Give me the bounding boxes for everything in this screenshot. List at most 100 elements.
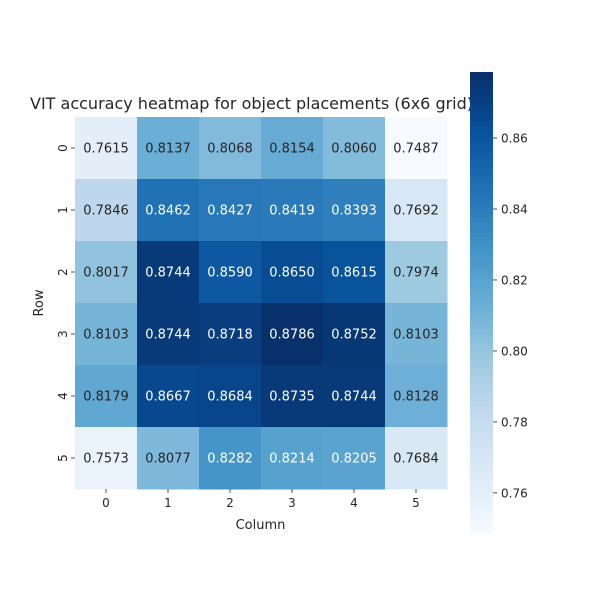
colorbar-gradient-segment xyxy=(470,429,493,434)
cell-value-label: 0.8103 xyxy=(83,328,129,343)
cell-value-label: 0.8744 xyxy=(331,390,377,405)
colorbar-gradient-segment xyxy=(470,352,493,357)
heatmap-cell xyxy=(261,241,324,304)
colorbar-gradient-segment xyxy=(470,91,493,96)
heatmap-cell xyxy=(199,179,262,242)
colorbar-gradient-segment xyxy=(470,294,493,300)
colorbar-gradient-segment xyxy=(470,183,493,188)
colorbar-gradient-segment xyxy=(470,463,493,469)
colorbar-gradient-segment xyxy=(470,517,493,523)
colorbar-gradient-segment xyxy=(470,221,493,227)
cell-value-label: 0.8786 xyxy=(269,328,315,343)
colorbar-gradient-segment xyxy=(470,371,493,377)
colorbar-gradient-segment xyxy=(470,198,493,204)
colorbar-gradient-segment xyxy=(470,317,493,323)
colorbar-gradient-segment xyxy=(470,387,493,392)
colorbar-gradient-segment xyxy=(470,310,493,315)
colorbar-gradient-segment xyxy=(470,337,493,342)
colorbar-gradient-segment xyxy=(470,302,493,307)
heatmap-cell xyxy=(137,117,200,180)
colorbar-gradient-segment xyxy=(470,398,493,403)
colorbar-gradient-segment xyxy=(470,471,493,476)
colorbar-gradient-segment xyxy=(470,433,493,438)
colorbar-gradient-segment xyxy=(470,448,493,453)
heatmap-cell xyxy=(199,303,262,366)
cell-value-label: 0.8462 xyxy=(145,204,191,219)
colorbar-gradient-segment xyxy=(470,513,493,519)
colorbar-gradient-segment xyxy=(470,114,493,119)
colorbar-gradient-segment xyxy=(470,402,493,407)
heatmap-cell xyxy=(261,365,324,428)
colorbar-gradient-segment xyxy=(470,425,493,430)
heatmap-cell xyxy=(385,303,448,366)
colorbar-gradient-segment xyxy=(470,75,493,81)
heatmap-cell xyxy=(199,117,262,180)
colorbar-gradient-segment xyxy=(470,367,493,373)
heatmap-cell xyxy=(137,303,200,366)
colorbar-gradient-segment xyxy=(470,95,493,100)
colorbar-gradient-segment xyxy=(470,486,493,492)
colorbar-gradient-segment xyxy=(470,467,493,473)
colorbar-gradient-segment xyxy=(470,483,493,488)
cell-value-label: 0.8667 xyxy=(145,390,191,405)
colorbar-gradient-segment xyxy=(470,456,493,461)
colorbar-gradient-segment xyxy=(470,233,493,238)
cell-value-label: 0.7615 xyxy=(83,142,129,157)
heatmap-cell xyxy=(75,303,138,366)
colorbar-gradient-segment xyxy=(470,271,493,277)
cell-value-label: 0.8744 xyxy=(145,328,191,343)
x-tick-label: 5 xyxy=(412,496,420,510)
colorbar-gradient-segment xyxy=(470,452,493,457)
colorbar-gradient-segment xyxy=(470,325,493,330)
colorbar-gradient-segment xyxy=(470,390,493,396)
colorbar-gradient-segment xyxy=(470,394,493,400)
colorbar-tick-label: 0.78 xyxy=(501,415,528,429)
colorbar-tick-label: 0.86 xyxy=(501,132,528,146)
colorbar-gradient-segment xyxy=(470,494,493,500)
colorbar-gradient-segment xyxy=(470,363,493,369)
cell-value-label: 0.7487 xyxy=(393,142,439,157)
y-tick-label: 1 xyxy=(56,206,70,214)
colorbar-gradient-segment xyxy=(470,460,493,465)
colorbar-gradient-segment xyxy=(470,525,493,530)
colorbar-gradient-segment xyxy=(470,410,493,415)
cell-value-label: 0.8214 xyxy=(269,452,315,467)
colorbar-gradient-segment xyxy=(470,421,493,427)
colorbar-gradient-segment xyxy=(470,260,493,265)
y-tick-label: 5 xyxy=(56,454,70,462)
colorbar-gradient-segment xyxy=(470,160,493,165)
cell-value-label: 0.7846 xyxy=(83,204,129,219)
colorbar-gradient-segment xyxy=(470,344,493,350)
colorbar-gradient-segment xyxy=(470,264,493,269)
colorbar-gradient-segment xyxy=(470,502,493,507)
heatmap-cell xyxy=(385,117,448,180)
colorbar-gradient-segment xyxy=(470,237,493,242)
colorbar-gradient-segment xyxy=(470,171,493,177)
heatmap-cell xyxy=(137,365,200,428)
heatmap-cell xyxy=(323,303,386,366)
colorbar-gradient-segment xyxy=(470,125,493,131)
colorbar-gradient-segment xyxy=(470,194,493,200)
heatmap-cell xyxy=(385,241,448,304)
heatmap-cell xyxy=(199,365,262,428)
colorbar-gradient-segment xyxy=(470,340,493,346)
colorbar-gradient-segment xyxy=(470,229,493,234)
colorbar-gradient-segment xyxy=(470,290,493,296)
colorbar-gradient-segment xyxy=(470,225,493,231)
colorbar-gradient-segment xyxy=(470,83,493,88)
colorbar-gradient-segment xyxy=(470,279,493,284)
heatmap-cell xyxy=(261,117,324,180)
heatmap-cell xyxy=(75,241,138,304)
heatmap-cell xyxy=(261,179,324,242)
colorbar-gradient-segment xyxy=(470,375,493,380)
colorbar-gradient-segment xyxy=(470,267,493,273)
colorbar-gradient-segment xyxy=(470,87,493,92)
heatmap-cell xyxy=(261,303,324,366)
cell-value-label: 0.8684 xyxy=(207,390,253,405)
colorbar-gradient-segment xyxy=(470,436,493,442)
colorbar-gradient-segment xyxy=(470,141,493,146)
y-tick-label: 2 xyxy=(56,268,70,276)
colorbar-gradient-segment xyxy=(470,214,493,219)
colorbar-gradient-segment xyxy=(470,506,493,511)
cell-value-label: 0.8154 xyxy=(269,142,315,157)
